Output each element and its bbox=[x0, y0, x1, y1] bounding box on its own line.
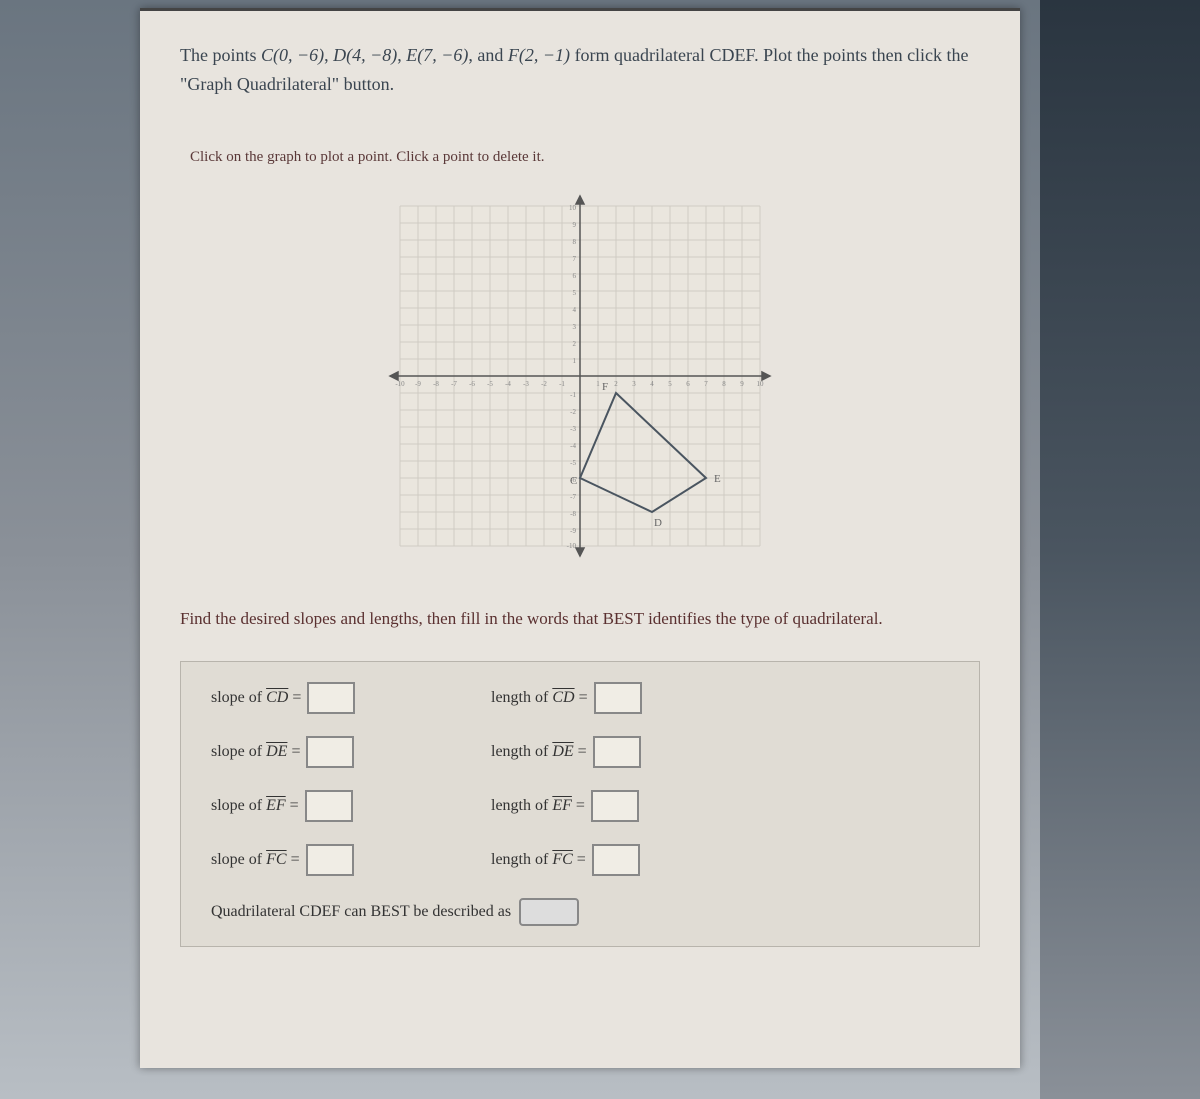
point-f: F(2, −1) bbox=[508, 45, 570, 65]
svg-text:-3: -3 bbox=[523, 380, 529, 388]
svg-text:4: 4 bbox=[650, 380, 654, 388]
svg-text:7: 7 bbox=[573, 255, 577, 263]
length-input-de[interactable] bbox=[593, 736, 641, 768]
length-label-ef: length of EF = bbox=[491, 797, 585, 815]
svg-text:-5: -5 bbox=[487, 380, 493, 388]
svg-text:-1: -1 bbox=[570, 391, 576, 399]
length-input-ef[interactable] bbox=[591, 790, 639, 822]
graph-instructions: Click on the graph to plot a point. Clic… bbox=[190, 149, 980, 166]
vertex-label-e: E bbox=[714, 473, 721, 485]
final-input[interactable] bbox=[519, 898, 579, 926]
slope-input-cd[interactable] bbox=[307, 682, 355, 714]
slope-input-fc[interactable] bbox=[306, 844, 354, 876]
slope-label-ef: slope of EF = bbox=[211, 797, 299, 815]
slope-label-fc: slope of FC = bbox=[211, 851, 300, 869]
svg-text:-3: -3 bbox=[570, 425, 576, 433]
svg-text:7: 7 bbox=[704, 380, 708, 388]
vertex-label-d: D bbox=[654, 517, 662, 529]
final-label: Quadrilateral CDEF can BEST be described… bbox=[211, 903, 511, 921]
length-input-cd[interactable] bbox=[594, 682, 642, 714]
slope-label-cd: slope of CD = bbox=[211, 689, 301, 707]
length-label-fc: length of FC = bbox=[491, 851, 586, 869]
svg-text:10: 10 bbox=[757, 380, 765, 388]
vertex-label-f: F bbox=[602, 381, 608, 393]
answer-row-fc: slope of FC = length of FC = bbox=[211, 844, 949, 876]
svg-text:3: 3 bbox=[573, 323, 577, 331]
svg-text:1: 1 bbox=[596, 380, 600, 388]
svg-text:6: 6 bbox=[573, 272, 577, 280]
graph-svg[interactable]: -10 -9 -8 -7 -6 -5 -4 -3 -2 -1 1 2 3 4 5 6 7 8 9 10 10 9 8 7 6… bbox=[370, 186, 790, 566]
svg-text:-10: -10 bbox=[567, 542, 577, 550]
problem-prefix: The points bbox=[180, 45, 261, 65]
length-input-fc[interactable] bbox=[592, 844, 640, 876]
svg-text:5: 5 bbox=[573, 289, 577, 297]
answer-row-ef: slope of EF = length of EF = bbox=[211, 790, 949, 822]
point-c: C(0, −6) bbox=[261, 45, 324, 65]
point-d: D(4, −8) bbox=[333, 45, 397, 65]
svg-text:-8: -8 bbox=[433, 380, 439, 388]
screen-right-edge bbox=[1040, 0, 1200, 1099]
problem-statement: The points C(0, −6), D(4, −8), E(7, −6),… bbox=[180, 41, 980, 99]
svg-text:-4: -4 bbox=[505, 380, 511, 388]
worksheet-page: The points C(0, −6), D(4, −8), E(7, −6),… bbox=[140, 8, 1020, 1068]
answer-row-cd: slope of CD = length of CD = bbox=[211, 682, 949, 714]
svg-text:-2: -2 bbox=[570, 408, 576, 416]
svg-text:-9: -9 bbox=[415, 380, 421, 388]
slope-input-de[interactable] bbox=[306, 736, 354, 768]
svg-text:-9: -9 bbox=[570, 527, 576, 535]
svg-text:2: 2 bbox=[614, 380, 618, 388]
final-answer-row: Quadrilateral CDEF can BEST be described… bbox=[211, 898, 949, 926]
svg-text:9: 9 bbox=[740, 380, 744, 388]
length-label-de: length of DE = bbox=[491, 743, 587, 761]
slope-input-ef[interactable] bbox=[305, 790, 353, 822]
svg-text:5: 5 bbox=[668, 380, 672, 388]
svg-text:-6: -6 bbox=[469, 380, 475, 388]
svg-text:6: 6 bbox=[686, 380, 690, 388]
svg-text:-5: -5 bbox=[570, 459, 576, 467]
vertex-label-c: C bbox=[570, 475, 577, 487]
svg-text:4: 4 bbox=[573, 306, 577, 314]
svg-text:1: 1 bbox=[573, 357, 577, 365]
graph-container: -10 -9 -8 -7 -6 -5 -4 -3 -2 -1 1 2 3 4 5 6 7 8 9 10 10 9 8 7 6… bbox=[180, 186, 980, 566]
answer-section: slope of CD = length of CD = slope of DE… bbox=[180, 661, 980, 947]
length-label-cd: length of CD = bbox=[491, 689, 588, 707]
svg-text:10: 10 bbox=[569, 204, 577, 212]
svg-text:-7: -7 bbox=[451, 380, 457, 388]
bottom-instructions: Find the desired slopes and lengths, the… bbox=[180, 606, 980, 632]
svg-text:9: 9 bbox=[573, 221, 577, 229]
svg-text:-2: -2 bbox=[541, 380, 547, 388]
coordinate-graph[interactable]: -10 -9 -8 -7 -6 -5 -4 -3 -2 -1 1 2 3 4 5 6 7 8 9 10 10 9 8 7 6… bbox=[370, 186, 790, 566]
svg-text:8: 8 bbox=[722, 380, 726, 388]
svg-text:8: 8 bbox=[573, 238, 577, 246]
svg-text:-10: -10 bbox=[395, 380, 405, 388]
svg-text:-8: -8 bbox=[570, 510, 576, 518]
slope-label-de: slope of DE = bbox=[211, 743, 300, 761]
svg-text:3: 3 bbox=[632, 380, 636, 388]
point-e: E(7, −6) bbox=[406, 45, 468, 65]
svg-text:-4: -4 bbox=[570, 442, 576, 450]
answer-row-de: slope of DE = length of DE = bbox=[211, 736, 949, 768]
svg-text:-1: -1 bbox=[559, 380, 565, 388]
svg-text:2: 2 bbox=[573, 340, 577, 348]
svg-text:-7: -7 bbox=[570, 493, 576, 501]
